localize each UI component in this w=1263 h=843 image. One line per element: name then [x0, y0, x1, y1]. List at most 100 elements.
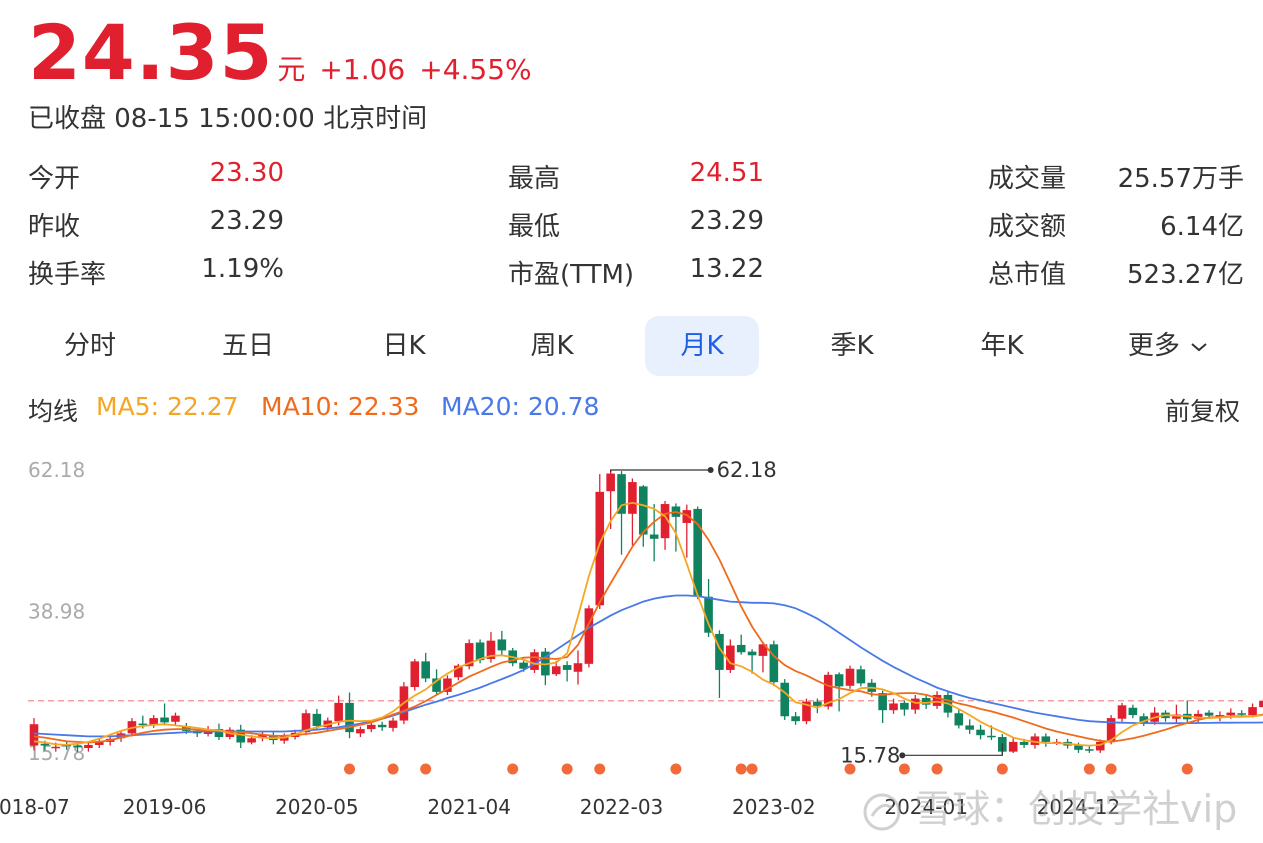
tab-monthly-k[interactable]: 月K [645, 316, 759, 376]
candle-body [715, 633, 724, 670]
price-change-percent: +4.55% [419, 53, 532, 86]
price-change: +1.06 [319, 53, 406, 86]
ma20-line [33, 594, 1263, 738]
tab-quarterly-k[interactable]: 季K [830, 331, 874, 361]
price-adjust-button[interactable]: 前复权 [1165, 397, 1241, 426]
candle-body [758, 644, 768, 656]
candle-body [1117, 705, 1127, 719]
x-tick-label: 2018-07 [0, 795, 70, 819]
candle-body [573, 663, 583, 672]
last-price: 24.35 [28, 8, 274, 97]
candle-body [149, 718, 158, 725]
event-marker[interactable] [931, 763, 943, 775]
candle-body [356, 729, 365, 734]
event-marker[interactable] [507, 763, 519, 775]
candle-body [791, 716, 800, 722]
candle-body [889, 703, 898, 711]
stat-label-low: 最低 [508, 212, 561, 242]
candle-body [51, 746, 61, 749]
stat-value-turnover-amount: 6.14亿 [1160, 212, 1244, 242]
candle-body [660, 504, 670, 539]
candle-body [649, 534, 659, 539]
candle-body [595, 491, 605, 606]
event-marker[interactable] [844, 763, 856, 775]
candle-body [1074, 745, 1083, 750]
watermark: 雪球：创投学社vip [862, 778, 1237, 833]
tab-five-day[interactable]: 五日 [221, 331, 274, 361]
candle-body [1019, 741, 1029, 745]
ma20-legend: MA20: 20.78 [441, 392, 600, 421]
stat-value-turnover-rate: 1.19% [201, 254, 284, 284]
candle-body [1041, 736, 1051, 742]
event-marker[interactable] [1181, 763, 1193, 775]
tab-more[interactable]: 更多 [1118, 316, 1218, 376]
x-tick-label: 2023-02 [732, 795, 816, 819]
ma10-legend: MA10: 22.33 [261, 392, 420, 421]
candle-body [617, 474, 626, 514]
stat-value-volume: 25.57万手 [1117, 164, 1244, 194]
candle-body [834, 674, 844, 687]
ma-title: 均线 [28, 397, 79, 426]
tab-daily-k[interactable]: 日K [382, 331, 426, 361]
candle-body [410, 661, 420, 688]
stat-value-pe-ttm: 13.22 [689, 254, 764, 284]
candle-body [704, 596, 713, 633]
stat-label-volume: 成交量 [988, 164, 1067, 194]
candle-body [921, 697, 931, 705]
candle-body [878, 693, 887, 711]
candle-body [421, 661, 430, 679]
event-marker[interactable] [594, 763, 606, 775]
max-price-label: 62.18 [717, 458, 777, 482]
ma5-legend: MA5: 22.27 [96, 392, 239, 421]
event-marker[interactable] [746, 763, 758, 775]
tab-weekly-k[interactable]: 周K [530, 331, 574, 361]
candle-body [1008, 741, 1018, 752]
candle-body [802, 701, 811, 722]
candle-body [1139, 716, 1149, 723]
candle-body [747, 651, 757, 656]
candle-body [584, 608, 594, 664]
event-marker[interactable] [735, 763, 747, 775]
event-marker[interactable] [898, 763, 910, 775]
x-tick-label: 2021-04 [427, 795, 511, 819]
candle-body [1259, 700, 1263, 708]
candle-body [464, 643, 474, 667]
candle-body [1030, 736, 1040, 745]
candle-body [432, 678, 441, 692]
candle-body [40, 743, 50, 746]
candle-body [1193, 713, 1203, 719]
candle-body [856, 669, 866, 684]
stat-label-turnover-rate: 换手率 [28, 260, 107, 290]
candle-body [171, 715, 180, 722]
event-marker[interactable] [420, 763, 432, 775]
candle-body [530, 652, 539, 670]
tab-yearly-k[interactable]: 年K [980, 331, 1024, 361]
tab-intraday[interactable]: 分时 [63, 331, 116, 361]
event-marker[interactable] [1083, 763, 1095, 775]
candle-body [551, 666, 561, 675]
candle-body [987, 735, 996, 738]
event-marker[interactable] [344, 763, 356, 775]
candle-body [1085, 749, 1094, 751]
candle-body [475, 642, 485, 661]
event-marker[interactable] [387, 763, 399, 775]
stat-label-prev-close: 昨收 [28, 212, 81, 242]
event-marker[interactable] [1105, 763, 1117, 775]
stat-label-open: 今开 [28, 164, 81, 194]
candle-body [823, 674, 833, 707]
event-marker[interactable] [996, 763, 1008, 775]
candle-body [1237, 713, 1246, 715]
x-tick-label: 2022-03 [580, 795, 664, 819]
min-price-label: 15.78 [840, 743, 900, 767]
stat-value-high: 24.51 [689, 158, 764, 188]
candle-body [1215, 715, 1225, 717]
event-marker[interactable] [670, 763, 682, 775]
snowball-logo-icon [863, 793, 901, 830]
candle-body [345, 702, 354, 733]
period-tabs: 分时 五日 日K 周K 月K 季K 年K 更多 [0, 316, 1263, 378]
market-status: 已收盘 08-15 15:00:00 北京时间 [28, 104, 428, 134]
x-tick-label: 2020-05 [275, 795, 359, 819]
candle-body [454, 665, 463, 678]
event-marker[interactable] [561, 763, 573, 775]
stat-value-prev-close: 23.29 [209, 206, 284, 236]
